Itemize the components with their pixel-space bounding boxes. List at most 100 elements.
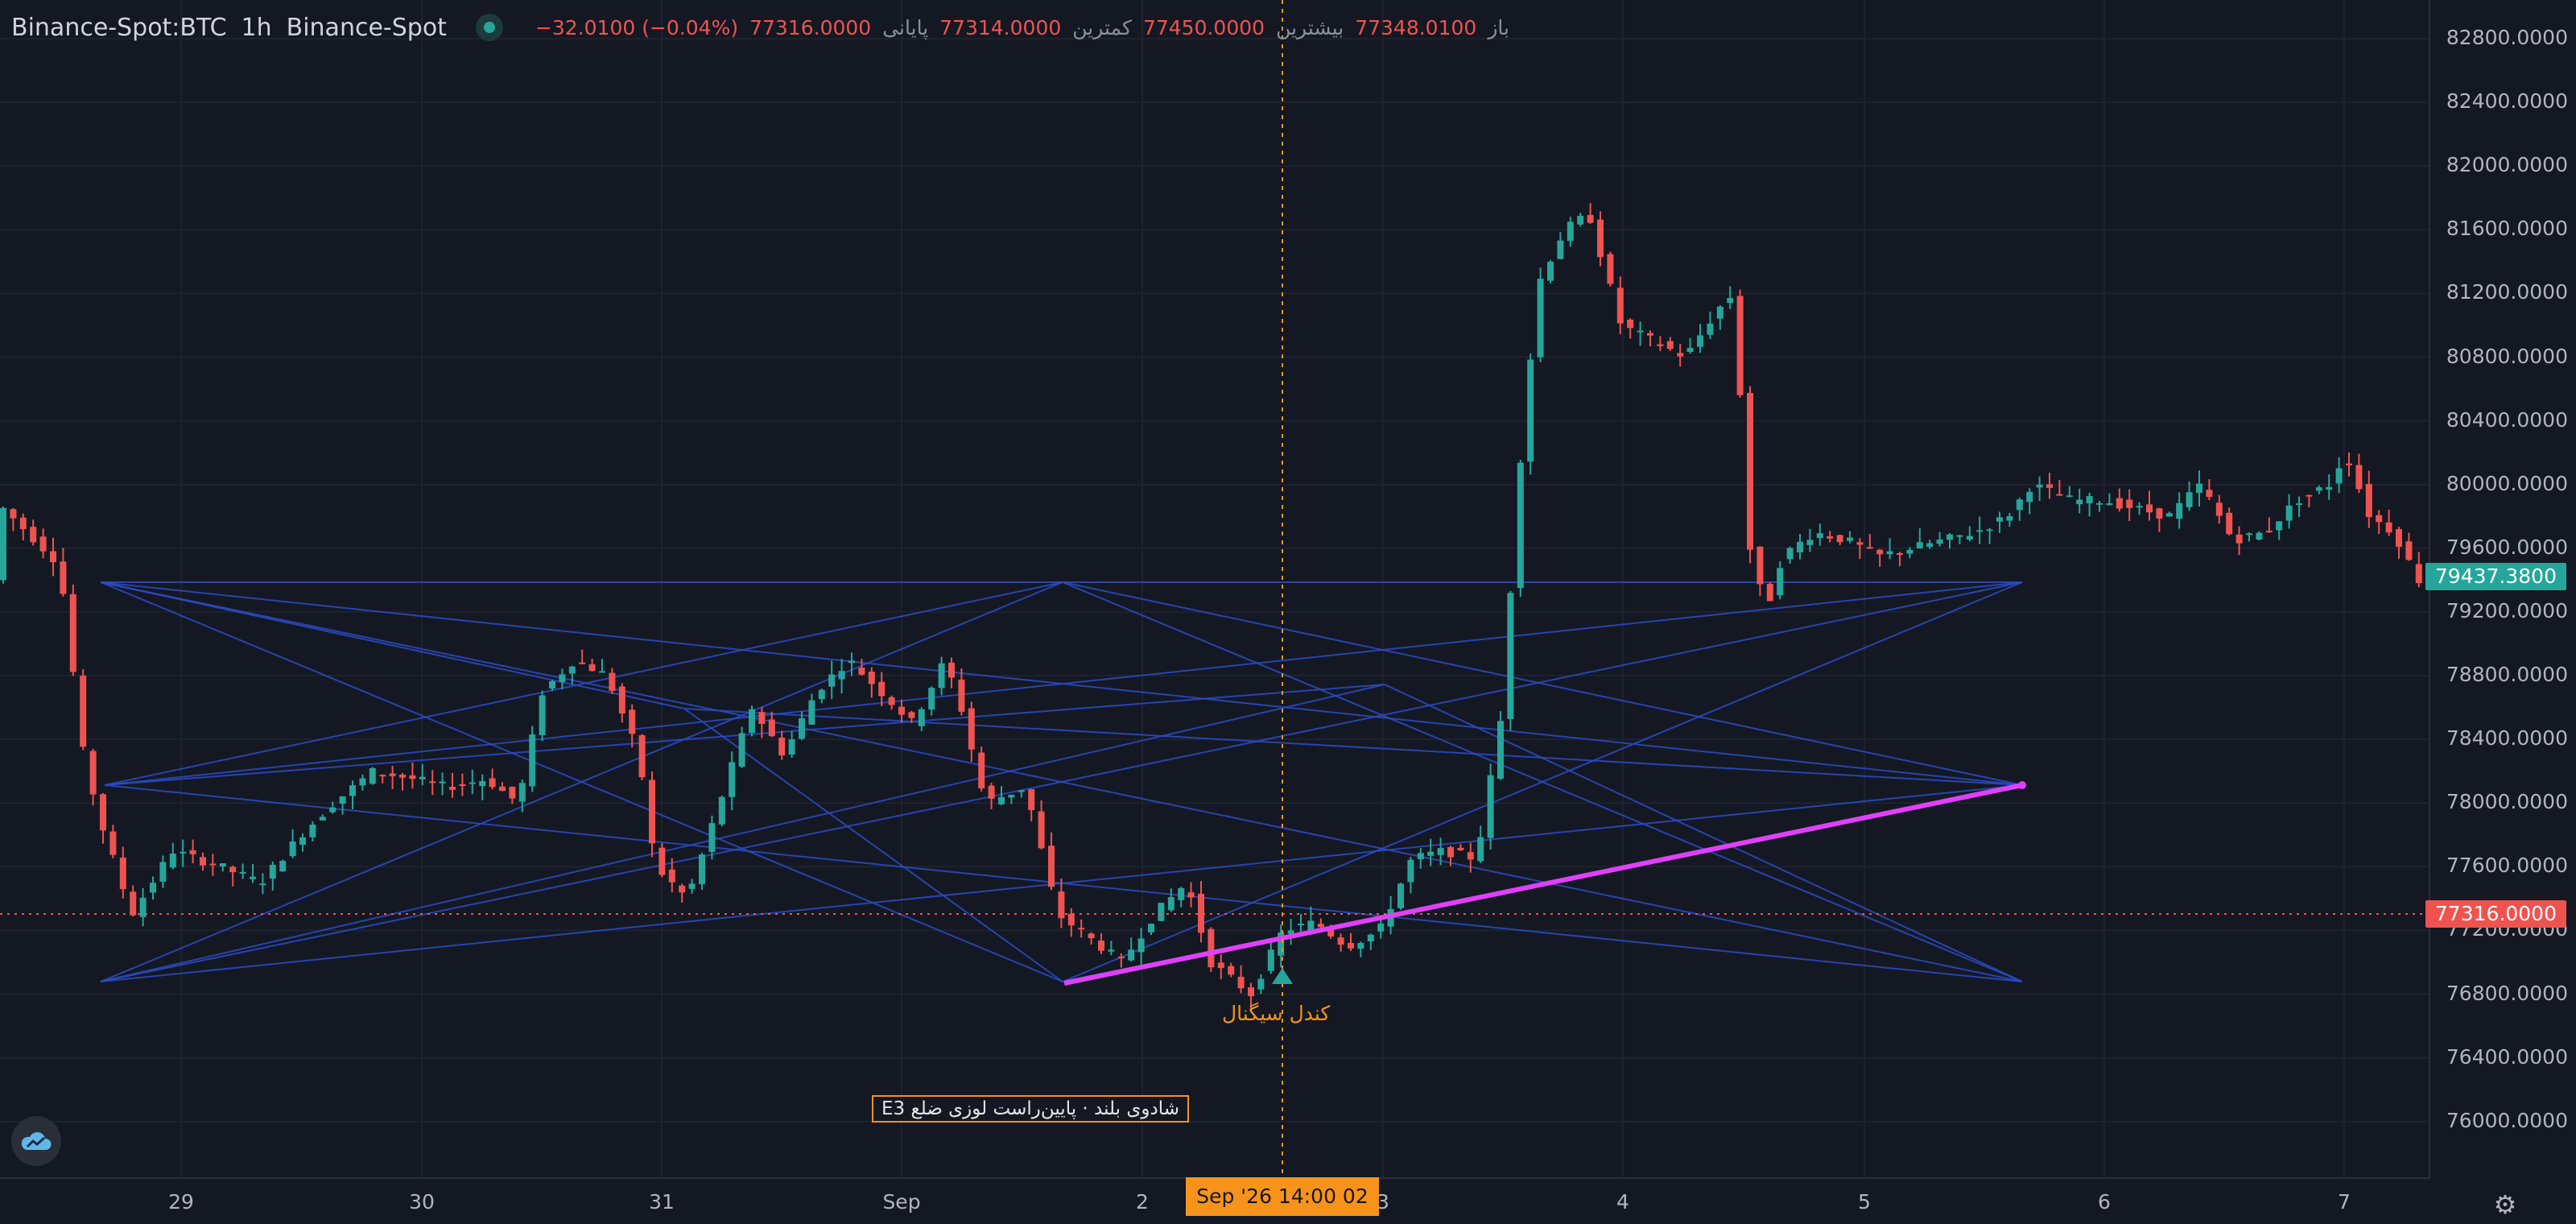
candle-body xyxy=(1916,542,1923,548)
symbol-name[interactable]: Binance-Spot:BTC xyxy=(11,13,227,42)
candle-body xyxy=(1357,942,1364,949)
time-tick-label: 31 xyxy=(649,1190,675,1214)
candle-body xyxy=(279,861,287,872)
candle-body xyxy=(379,775,386,777)
price-tick-label: 78400.0000 xyxy=(2446,726,2568,751)
candle-body xyxy=(2156,508,2163,519)
price-tick-label: 76800.0000 xyxy=(2446,981,2568,1005)
trendline-segment[interactable] xyxy=(1063,783,2023,986)
candle-body xyxy=(399,775,406,778)
crosshair-time-label: Sep '26 14:00 02 xyxy=(1186,1177,1379,1216)
pattern-label: کندل سیگنال xyxy=(1222,1002,1331,1025)
candle-body xyxy=(39,536,47,552)
candle-body xyxy=(1597,219,1604,258)
pattern-line xyxy=(100,581,2023,982)
price-tick-label: 78000.0000 xyxy=(2446,790,2568,814)
candle-body xyxy=(1447,846,1454,858)
candle-body xyxy=(239,871,246,874)
candle-body xyxy=(299,837,306,845)
candle-body xyxy=(2176,502,2183,519)
signal-arrow-icon xyxy=(1272,968,1293,984)
price-tick-label: 77600.0000 xyxy=(2446,854,2568,878)
candle-body xyxy=(1237,976,1245,989)
candle-body xyxy=(2335,468,2343,484)
candle-body xyxy=(629,709,636,734)
candle-body xyxy=(518,783,526,802)
candle-body xyxy=(2206,490,2213,498)
candle-body xyxy=(2285,505,2293,521)
candle-body xyxy=(1797,541,1803,552)
cloud-logo-icon[interactable] xyxy=(11,1116,61,1166)
candle-body xyxy=(1847,537,1853,541)
candle-body xyxy=(2106,503,2113,506)
candle-body xyxy=(758,712,766,724)
candle-body xyxy=(1647,333,1653,336)
price-tick-label: 80000.0000 xyxy=(2446,471,2568,495)
candle-body xyxy=(2346,463,2352,465)
candle-body xyxy=(788,739,795,755)
candle-body xyxy=(609,672,616,691)
candle-body xyxy=(1666,341,1674,349)
candle-body xyxy=(1946,534,1953,540)
candle-body xyxy=(1587,214,1594,223)
pattern-line xyxy=(1062,581,2023,786)
candle-body xyxy=(1317,924,1324,928)
trendline-handle[interactable] xyxy=(2018,781,2026,789)
candle-body xyxy=(60,561,67,594)
candle-body xyxy=(2226,512,2233,535)
trendline[interactable] xyxy=(1063,781,2026,986)
grid xyxy=(0,0,2429,1177)
note-box[interactable]: E3 شادوی بلند · پایین‌راست لوزی ضلع xyxy=(872,1095,1190,1123)
time-tick-label: 7 xyxy=(2338,1190,2351,1214)
candle-body xyxy=(848,660,855,664)
gear-icon[interactable]: ⚙ xyxy=(2493,1189,2517,1220)
interval-label[interactable]: 1h xyxy=(241,13,272,42)
candle-body xyxy=(828,674,836,687)
candle-body xyxy=(1786,548,1794,560)
candle-body xyxy=(250,876,256,879)
candle-body xyxy=(679,885,686,893)
pattern-line xyxy=(100,581,1063,982)
candle-body xyxy=(2235,534,2243,544)
candle-body xyxy=(718,796,725,825)
candle-body xyxy=(708,823,716,852)
candle-body xyxy=(2256,532,2263,540)
candle-body xyxy=(159,862,167,882)
candle-body xyxy=(898,706,905,715)
pattern-line xyxy=(100,581,685,709)
candle-body xyxy=(1198,893,1204,933)
candle-body xyxy=(459,784,466,786)
candle-body xyxy=(749,709,755,734)
time-tick-label: 30 xyxy=(409,1190,435,1214)
candle-body xyxy=(499,786,506,792)
candle-body xyxy=(1567,221,1574,242)
ohlc-values: −32.0100 (−0.04%) 77316.0000 پایانی 7731… xyxy=(535,16,1509,39)
candle-body xyxy=(2306,494,2313,497)
candle-body xyxy=(309,825,316,837)
candle-body xyxy=(2086,495,2093,504)
low-value: 77314.0000 xyxy=(939,15,1062,39)
price-tick-label: 76400.0000 xyxy=(2446,1044,2568,1069)
price-tick-label: 79600.0000 xyxy=(2446,535,2568,559)
candle-body xyxy=(1298,923,1304,925)
candle-body xyxy=(1806,540,1814,545)
candle-body xyxy=(1088,933,1095,939)
candle-body xyxy=(838,671,845,680)
candle-body xyxy=(10,509,17,519)
candle-body xyxy=(1248,987,1254,997)
candle-body xyxy=(219,863,226,866)
price-tick-label: 82400.0000 xyxy=(2446,89,2568,114)
candle-body xyxy=(1716,306,1724,319)
candle-body xyxy=(1727,298,1734,304)
candle-body xyxy=(1906,549,1913,554)
candle-body xyxy=(988,785,995,799)
candle-body xyxy=(1956,535,1963,537)
candle-body xyxy=(1267,949,1274,971)
candle-body xyxy=(1836,535,1843,543)
candle-body xyxy=(618,686,625,714)
candle-body xyxy=(978,752,985,789)
candle-body xyxy=(799,718,805,739)
candle-body xyxy=(818,689,825,700)
